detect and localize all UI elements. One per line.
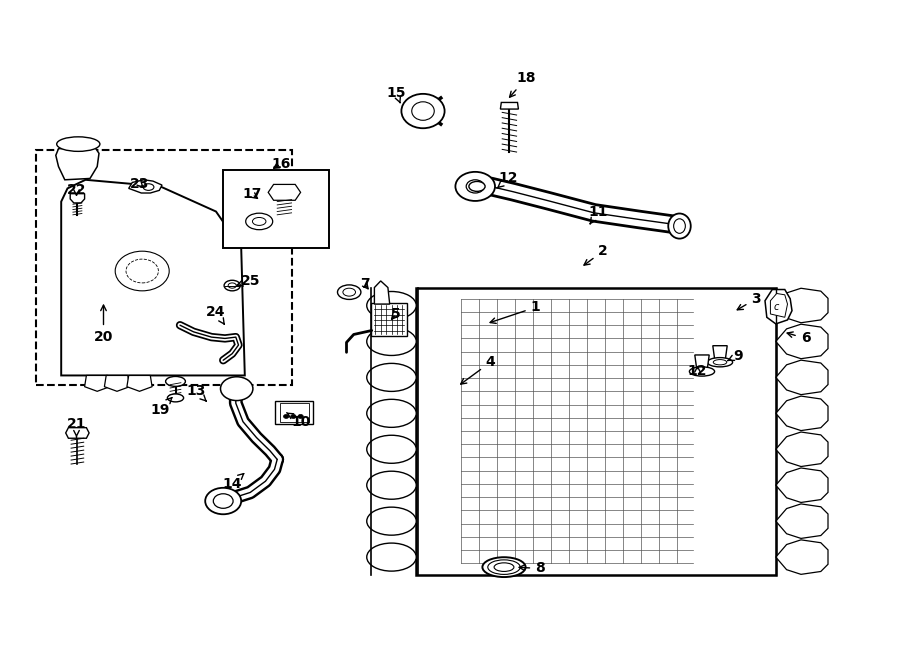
Circle shape [298, 414, 303, 418]
Text: 24: 24 [206, 305, 226, 325]
Text: 9: 9 [728, 348, 742, 363]
Polygon shape [56, 147, 99, 180]
Text: 13: 13 [186, 384, 206, 401]
Text: 6: 6 [788, 331, 810, 346]
Text: 2: 2 [584, 244, 608, 265]
Text: 22: 22 [67, 183, 86, 198]
Polygon shape [500, 102, 518, 109]
Text: 7: 7 [360, 277, 369, 292]
Ellipse shape [143, 184, 154, 190]
Ellipse shape [343, 288, 356, 296]
Ellipse shape [213, 494, 233, 508]
Text: 11: 11 [589, 204, 608, 224]
Ellipse shape [367, 507, 416, 535]
Ellipse shape [167, 394, 184, 402]
Text: 12: 12 [688, 364, 707, 379]
Text: 15: 15 [386, 85, 406, 102]
FancyBboxPatch shape [223, 170, 329, 248]
Ellipse shape [668, 214, 691, 239]
Text: 25: 25 [237, 274, 260, 288]
Polygon shape [776, 432, 828, 467]
Text: 21: 21 [67, 417, 86, 437]
Text: 19: 19 [150, 397, 172, 417]
Ellipse shape [367, 364, 416, 391]
Ellipse shape [488, 560, 520, 574]
Polygon shape [129, 180, 162, 193]
Text: 4: 4 [461, 355, 495, 384]
Polygon shape [85, 375, 110, 391]
Ellipse shape [57, 137, 100, 151]
Text: 8: 8 [519, 561, 544, 576]
Polygon shape [104, 375, 130, 391]
Polygon shape [770, 293, 788, 317]
Ellipse shape [412, 102, 434, 120]
Ellipse shape [367, 399, 416, 428]
Ellipse shape [713, 360, 727, 365]
Polygon shape [765, 290, 792, 324]
Polygon shape [268, 184, 301, 200]
Polygon shape [776, 504, 828, 539]
Ellipse shape [205, 488, 241, 514]
Text: c: c [774, 302, 779, 313]
Ellipse shape [469, 182, 485, 192]
Ellipse shape [482, 557, 526, 577]
Text: 23: 23 [130, 176, 149, 191]
Ellipse shape [367, 543, 416, 571]
FancyBboxPatch shape [280, 403, 309, 422]
Ellipse shape [689, 367, 715, 376]
Polygon shape [776, 288, 828, 323]
Ellipse shape [367, 435, 416, 463]
Ellipse shape [338, 285, 361, 299]
Text: 1: 1 [491, 300, 540, 323]
Ellipse shape [367, 292, 416, 319]
Text: 14: 14 [222, 473, 244, 491]
Polygon shape [776, 396, 828, 430]
Polygon shape [61, 180, 245, 375]
Polygon shape [66, 428, 89, 438]
Text: 17: 17 [242, 187, 262, 202]
Circle shape [126, 259, 158, 283]
Circle shape [220, 377, 253, 401]
Circle shape [455, 172, 495, 201]
Polygon shape [776, 540, 828, 574]
Text: 10: 10 [286, 412, 311, 429]
Polygon shape [374, 281, 390, 304]
Ellipse shape [229, 283, 236, 288]
Ellipse shape [246, 213, 273, 229]
Ellipse shape [252, 217, 266, 225]
Ellipse shape [367, 471, 416, 499]
Ellipse shape [166, 377, 185, 386]
Text: 20: 20 [94, 305, 113, 344]
Ellipse shape [367, 327, 416, 356]
Polygon shape [713, 346, 727, 359]
Ellipse shape [494, 563, 514, 571]
Polygon shape [70, 194, 85, 203]
Text: 3: 3 [737, 292, 760, 310]
Text: 12: 12 [497, 171, 518, 188]
Text: 16: 16 [271, 157, 291, 171]
Polygon shape [776, 468, 828, 502]
Ellipse shape [673, 219, 686, 233]
FancyBboxPatch shape [275, 401, 313, 424]
Text: 5: 5 [392, 307, 400, 321]
Ellipse shape [401, 94, 445, 128]
Polygon shape [776, 360, 828, 395]
FancyBboxPatch shape [371, 303, 407, 336]
Polygon shape [127, 375, 152, 391]
Polygon shape [776, 324, 828, 359]
Circle shape [291, 414, 296, 418]
Text: 18: 18 [509, 71, 536, 97]
Ellipse shape [707, 358, 733, 367]
Circle shape [466, 180, 484, 193]
FancyBboxPatch shape [416, 288, 776, 575]
Circle shape [284, 414, 289, 418]
Polygon shape [695, 355, 709, 368]
Ellipse shape [224, 280, 240, 291]
Circle shape [115, 251, 169, 291]
